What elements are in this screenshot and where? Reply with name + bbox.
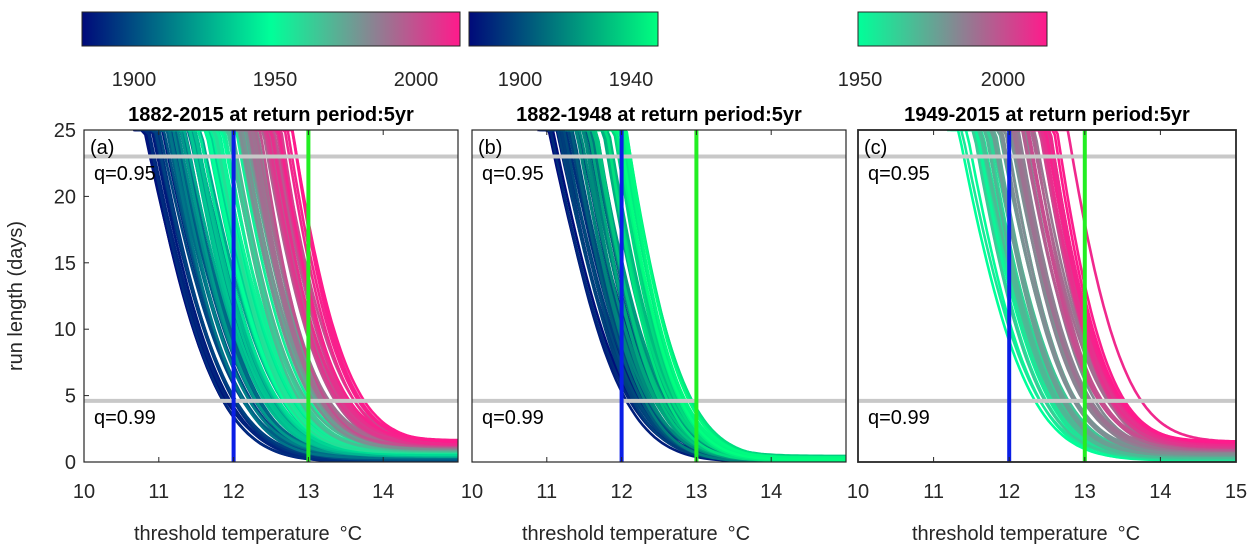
panel-c-x-label-text: threshold temperature (912, 523, 1108, 545)
colorbar-c: 1950 2000 (838, 11, 1048, 91)
panel-a-y-ticks: 0 5 10 15 20 25 (54, 120, 89, 474)
panel-c-x-label: threshold temperature °C (912, 523, 1140, 545)
panel-c-label: (c) (864, 137, 887, 159)
panel-b-frame (471, 129, 847, 463)
panel-b-xtick-14: 14 (760, 481, 782, 503)
colorbar-a-tick-1: 1900 (112, 69, 157, 91)
panel-c-x-unit: °C (1118, 523, 1140, 545)
svg-text:threshold temperature°C: threshold temperature °C (522, 523, 750, 545)
panel-a-curve-2011 (273, 130, 458, 446)
panel-c-frame (857, 129, 1237, 463)
panel-c-q95-label: q=0.95 (868, 163, 930, 185)
panel-b-x-unit: °C (728, 523, 750, 545)
panel-c-xtick-11: 11 (923, 481, 944, 503)
colorbar-a: 1900 1950 2000 (81, 11, 461, 91)
panel-a-ytick-20: 20 (54, 186, 76, 208)
panel-c-xtick-10: 10 (847, 481, 869, 503)
panel-a-xtick-12: 12 (222, 481, 244, 503)
svg-text:threshold temperature°C: threshold temperature °C (912, 523, 1140, 545)
panel-b-xtick-10: 10 (461, 481, 483, 503)
panel-c: 10 11 12 13 14 15 1949-2015 at return period:… (847, 104, 1247, 545)
panel-a-ytick-5: 5 (65, 386, 76, 408)
panel-a-ytick-10: 10 (54, 319, 76, 341)
panel-a-xtick-13: 13 (297, 481, 319, 503)
panel-a-curve-1982 (228, 130, 458, 450)
panel-b-xtick-13: 13 (685, 481, 707, 503)
panel-c-title: 1949-2015 at return period:5yr (904, 104, 1190, 126)
panel-b-x-ticks: 10 11 12 13 14 (461, 130, 782, 503)
panel-b-q99-label: q=0.99 (482, 407, 544, 429)
panel-a-ytick-0: 0 (65, 452, 76, 474)
colorbar-a-tick-2: 1950 (253, 69, 298, 91)
colorbar-a-tick-3: 2000 (394, 69, 439, 91)
panel-a-curve-2015 (281, 130, 458, 444)
panel-b-q95-label: q=0.95 (482, 163, 544, 185)
panel-a-frame (83, 129, 459, 463)
panel-b-label: (b) (478, 137, 502, 159)
panel-a-x-label: threshold temperature °C (134, 523, 362, 545)
colorbar-b-tick-2: 1940 (609, 69, 654, 91)
panel-a-q99-label: q=0.99 (94, 407, 156, 429)
panel-c-xtick-15: 15 (1225, 481, 1247, 503)
panel-b-x-label-text: threshold temperature (522, 523, 718, 545)
panel-b-curve-1948 (608, 130, 846, 462)
panel-c-reference-lines (858, 130, 1236, 462)
panel-b-title: 1882-1948 at return period:5yr (516, 104, 802, 126)
panel-a-reference-lines (84, 130, 458, 462)
panel-b-curve-1947 (615, 130, 846, 460)
colorbar-b-gradient (468, 11, 659, 47)
panel-a-title: 1882-2015 at return period:5yr (128, 104, 414, 126)
colorbar-b-tick-1: 1900 (498, 69, 543, 91)
panel-c-xtick-12: 12 (998, 481, 1020, 503)
colorbar-a-gradient (81, 11, 461, 47)
panel-a-x-ticks: 10 11 12 13 14 (73, 130, 394, 503)
panel-c-curve-1969 (970, 130, 1236, 459)
panel-b-x-label: threshold temperature °C (522, 523, 750, 545)
panel-c-curve-2015 (1042, 130, 1236, 443)
svg-text:threshold temperature°C: threshold temperature °C (134, 523, 362, 545)
panel-c-q99-label: q=0.99 (868, 407, 930, 429)
panel-a-ytick-25: 25 (54, 120, 76, 142)
y-axis-label: run length (days) (5, 221, 27, 371)
panel-a-label: (a) (90, 137, 114, 159)
panel-a-x-unit: °C (340, 523, 362, 545)
panel-a-curves (133, 130, 458, 462)
panel-a-xtick-11: 11 (148, 481, 169, 503)
panel-c-curve-1982 (994, 130, 1236, 456)
panel-a: 10 11 12 13 14 0 5 10 15 20 25 1882-2015 at retur… (54, 104, 459, 545)
panel-a-x-label-text: threshold temperature (134, 523, 330, 545)
panel-c-xtick-14: 14 (1149, 481, 1171, 503)
panel-b: 10 11 12 13 14 1882-1948 at return period:5y… (461, 104, 847, 545)
panel-c-x-ticks: 10 11 12 13 14 15 (847, 130, 1247, 503)
panel-a-xtick-14: 14 (372, 481, 394, 503)
panel-a-q95-label: q=0.95 (94, 163, 156, 185)
panel-b-reference-lines (472, 130, 846, 462)
panel-a-xtick-10: 10 (73, 481, 95, 503)
colorbar-c-tick-1: 1950 (838, 69, 883, 91)
colorbar-b: 1900 1940 (468, 11, 659, 91)
colorbar-c-tick-2: 2000 (981, 69, 1026, 91)
panel-c-xtick-13: 13 (1074, 481, 1096, 503)
panel-b-xtick-12: 12 (610, 481, 632, 503)
colorbar-c-gradient (857, 11, 1048, 47)
panel-a-ytick-15: 15 (54, 253, 76, 275)
panel-b-xtick-11: 11 (536, 481, 557, 503)
